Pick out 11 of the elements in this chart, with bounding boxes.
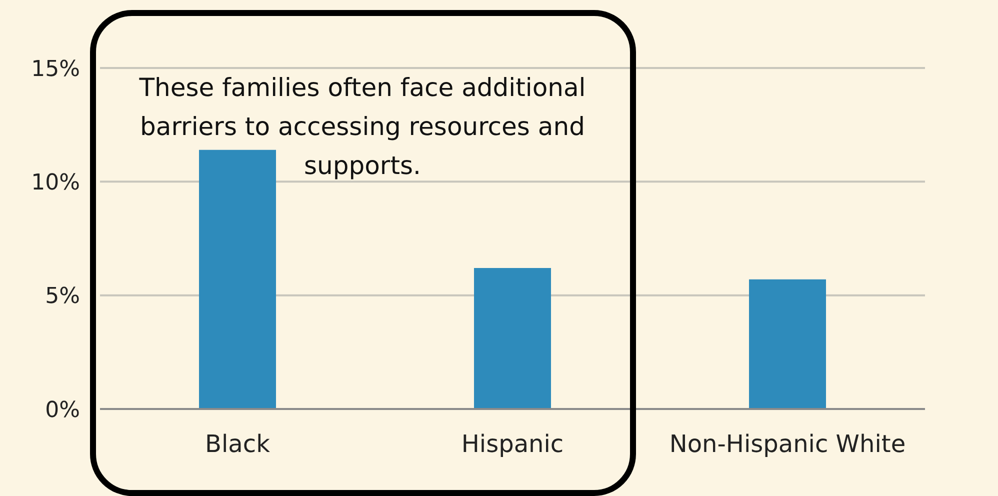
y-tick-label: 0% (45, 398, 80, 423)
y-tick-label: 15% (31, 56, 80, 82)
bar (474, 268, 551, 409)
bar (199, 150, 276, 409)
x-tick-label: Non-Hispanic White (669, 430, 906, 458)
y-tick-label: 5% (45, 284, 80, 310)
y-tick-label: 10% (31, 170, 80, 196)
annotation: These families often face additional barriers to accessing resources and supports. (138, 72, 587, 182)
x-tick-label: Black (205, 430, 270, 458)
x-tick-label: Hispanic (461, 430, 564, 458)
bar (749, 279, 826, 409)
